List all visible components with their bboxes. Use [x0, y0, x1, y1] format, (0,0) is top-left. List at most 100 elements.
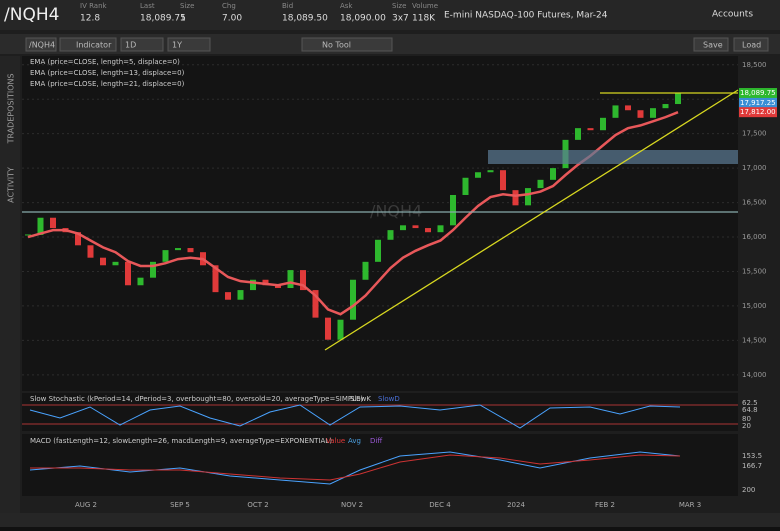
candle — [662, 104, 669, 109]
field-label: Size — [392, 2, 406, 10]
candle — [125, 261, 131, 286]
field-label: IV Rank — [80, 2, 108, 10]
y-tick-label: 16,500 — [742, 199, 767, 207]
side-panel — [0, 56, 20, 527]
stochastic-title: Slow Stochastic (kPeriod=14, dPeriod=3, … — [30, 395, 363, 403]
candle — [112, 261, 119, 266]
side-tab[interactable]: ACTIVITY — [7, 167, 16, 203]
candle — [100, 257, 106, 266]
field-value: 1 — [180, 14, 186, 24]
candle — [300, 270, 306, 291]
side-tab[interactable]: POSITIONS — [7, 73, 16, 116]
trend-line — [324, 89, 739, 351]
x-tick-label: NOV 2 — [341, 501, 363, 509]
stochastic-axis-label: 20 — [742, 422, 751, 430]
study-labels: EMA (price=CLOSE, length=5, displace=0) E… — [30, 58, 762, 494]
candle — [612, 105, 619, 118]
x-tick-label: MAR 3 — [679, 501, 701, 509]
field-value: 12.8 — [80, 14, 100, 24]
field-label: Volume — [412, 2, 438, 10]
candle — [625, 105, 631, 111]
candle — [462, 177, 469, 195]
field-label: Bid — [282, 2, 293, 10]
price-badge-label: 17,917.25 — [740, 99, 776, 107]
macd-panel — [22, 434, 738, 496]
symbol-box[interactable] — [25, 37, 57, 52]
macd-legend: Avg — [348, 437, 361, 445]
candle — [250, 279, 256, 291]
accounts-menu[interactable]: Accounts — [712, 10, 753, 20]
x-tick-label: 2024 — [507, 501, 525, 509]
candle — [175, 248, 181, 251]
x-tick-label: AUG 2 — [75, 501, 97, 509]
price-badge — [739, 88, 777, 99]
stochastic-panel — [22, 393, 738, 431]
candle — [412, 225, 419, 229]
candle — [575, 128, 581, 140]
study-label: EMA (price=CLOSE, length=5, displace=0) — [30, 58, 180, 66]
side-tab[interactable]: TRADE — [7, 117, 16, 145]
candle — [387, 230, 394, 240]
macd-title: MACD (fastLength=12, slowLength=26, macd… — [30, 437, 332, 445]
toolbar-symbol: /NQH4 — [29, 41, 55, 50]
candle — [37, 217, 44, 235]
status-bar — [0, 513, 780, 527]
candle — [425, 228, 431, 233]
range-label: 1Y — [172, 41, 182, 50]
range-select[interactable] — [167, 37, 211, 52]
field-value: 18,090.00 — [340, 14, 386, 24]
header-bar — [0, 0, 780, 30]
candle — [675, 93, 681, 105]
save-button[interactable] — [693, 37, 729, 52]
candle — [325, 317, 331, 340]
stochastic-axis-label: 80 — [742, 415, 751, 423]
indicator-label: Indicator — [76, 41, 112, 50]
candle — [287, 270, 294, 289]
macd-study — [29, 451, 681, 485]
candle — [225, 292, 231, 300]
stochastic-legend: SlowK — [350, 395, 371, 403]
field-value: 18,089.75 — [140, 14, 186, 24]
candle — [262, 279, 269, 286]
candle — [375, 239, 381, 262]
ema21-line — [27, 111, 679, 316]
candle — [350, 279, 356, 320]
tool-select[interactable] — [301, 37, 393, 52]
candle — [650, 108, 656, 118]
stochastic-axis-label: 64.8 — [742, 406, 758, 414]
candle — [525, 188, 531, 206]
indicator-button[interactable] — [59, 37, 117, 52]
price-chart: 14,000 14,500 15,000 15,500 16,000 16,500 17,0… — [22, 61, 777, 379]
field-value: 7.00 — [222, 14, 242, 24]
candle — [450, 194, 456, 226]
symbol: /NQH4 — [4, 5, 59, 25]
field-value: 18,089.50 — [282, 14, 328, 24]
candle — [550, 168, 556, 180]
tool-label: No Tool — [322, 41, 351, 50]
candle — [275, 285, 281, 289]
price-badge-label: 17,812.00 — [740, 108, 776, 116]
y-tick-label: 14,500 — [742, 336, 767, 344]
aggregation-select[interactable] — [120, 37, 164, 52]
field-value: 118K — [412, 14, 436, 24]
y-tick-label: 14,000 — [742, 371, 767, 379]
slowk-line — [29, 404, 681, 429]
watermark: /NQH4 — [370, 202, 422, 221]
load-button[interactable] — [733, 37, 769, 52]
macd-legend: Diff — [370, 437, 382, 445]
field-label: Chg — [222, 2, 236, 10]
stochastic-study — [22, 404, 738, 429]
stochastic-legend: SlowD — [378, 395, 400, 403]
candle — [237, 290, 244, 300]
candle — [187, 248, 194, 253]
candle — [362, 261, 369, 280]
price-badge — [739, 97, 777, 108]
aggregation-label: 1D — [125, 41, 136, 50]
candle — [312, 290, 319, 318]
field-label: Size — [180, 2, 194, 10]
price-badge-label: 18,089.75 — [740, 89, 776, 97]
x-axis: AUG 2 SEP 5 OCT 2 NOV 2 DEC 4 2024 FEB 2 MAR 3 — [75, 501, 701, 509]
candle — [162, 250, 169, 262]
